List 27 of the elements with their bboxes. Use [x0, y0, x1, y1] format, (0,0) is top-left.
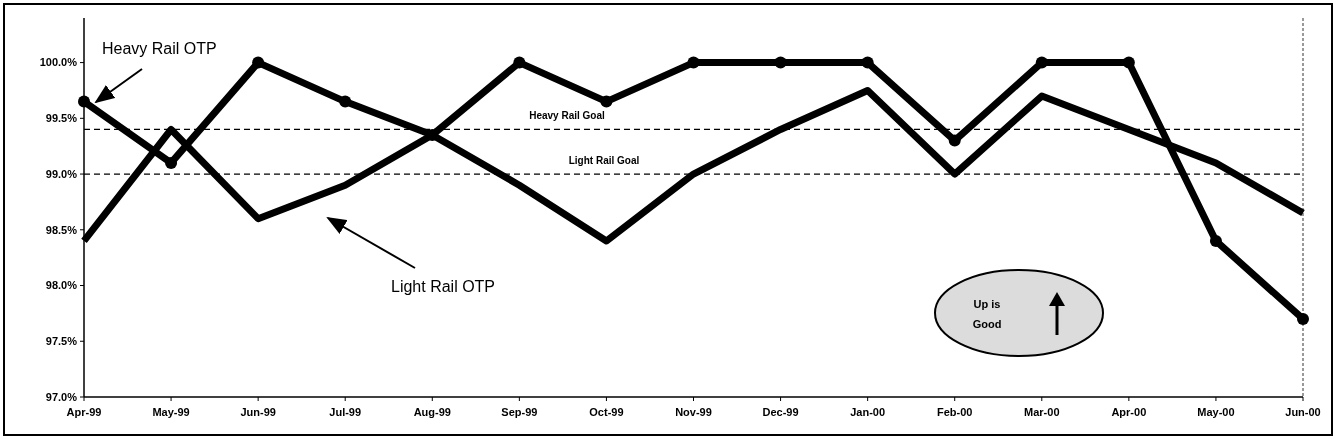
x-tick-label: Jun-00 [1285, 406, 1321, 418]
y-tick-label: 100.0% [39, 56, 78, 69]
x-tick-label: Mar-00 [1024, 406, 1060, 418]
x-tick-label: Feb-00 [936, 406, 973, 418]
y-tick-label: 98.5% [45, 223, 78, 236]
x-tick-label: Apr-99 [66, 406, 102, 418]
x-tick-label: Aug-99 [413, 406, 451, 418]
x-tick-label: Jan-00 [850, 406, 886, 418]
y-tick-label: 98.0% [45, 279, 78, 292]
x-tick-label: Oct-99 [589, 406, 624, 418]
x-tick-label: Jun-99 [240, 406, 276, 418]
annotation: Up is Good [972, 298, 1002, 330]
y-tick-label: 99.5% [45, 112, 78, 125]
y-tick-label: 97.5% [45, 335, 78, 348]
x-tick-label: Sep-99 [501, 406, 538, 418]
text: Heavy Rail OTP [102, 40, 217, 57]
x-tick-label: Dec-99 [762, 406, 799, 418]
y-tick-label: 99.0% [45, 167, 78, 180]
text: Light Rail OTP [391, 278, 496, 295]
x-tick-label: May-00 [1197, 406, 1235, 418]
y-tick-label: 97.0% [45, 390, 78, 403]
x-tick-label: Jul-99 [329, 406, 362, 418]
x-tick-label: Apr-00 [1111, 406, 1147, 418]
x-tick-label: May-99 [152, 406, 190, 418]
x-tick-label: Nov-99 [675, 406, 712, 418]
ref-line-label: Light Rail Goal [568, 155, 640, 167]
ref-line-label: Heavy Rail Goal [529, 110, 606, 122]
